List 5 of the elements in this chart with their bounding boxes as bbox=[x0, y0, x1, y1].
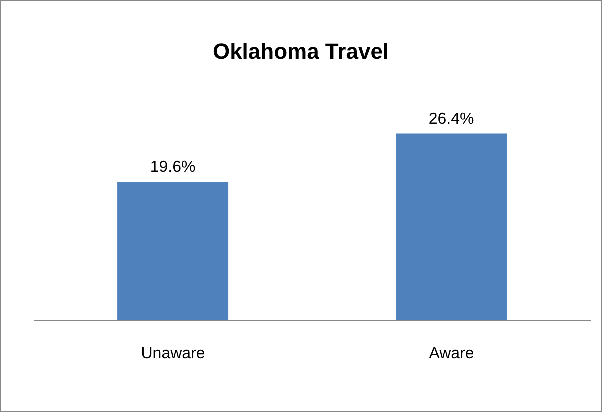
x-tick-label: Unaware bbox=[141, 345, 206, 362]
data-label: 19.6% bbox=[150, 159, 196, 176]
x-tick-label: Aware bbox=[429, 345, 474, 362]
chart-title: Oklahoma Travel bbox=[212, 39, 390, 65]
data-label: 26.4% bbox=[428, 110, 474, 128]
